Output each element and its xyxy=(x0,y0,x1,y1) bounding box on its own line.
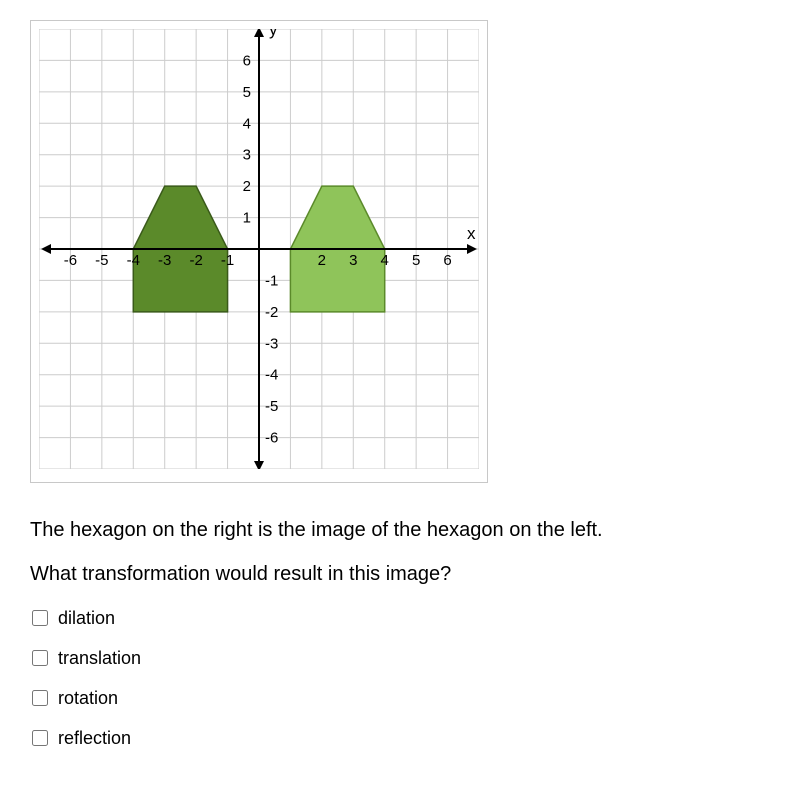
svg-text:-6: -6 xyxy=(265,430,278,447)
svg-text:-3: -3 xyxy=(158,252,171,269)
option-dilation: dilation xyxy=(30,607,770,629)
option-label: rotation xyxy=(58,688,118,709)
svg-text:6: 6 xyxy=(443,252,451,269)
question-line-1: The hexagon on the right is the image of… xyxy=(30,515,770,545)
option-reflection: reflection xyxy=(30,727,770,749)
option-label: dilation xyxy=(58,608,115,629)
svg-text:-6: -6 xyxy=(64,252,77,269)
checkbox-rotation[interactable] xyxy=(32,690,48,706)
option-label: reflection xyxy=(58,728,131,749)
svg-text:-1: -1 xyxy=(265,272,278,289)
svg-text:-2: -2 xyxy=(265,304,278,321)
coordinate-graph: -6 -5 -4 -3 -2 -1 2 3 4 5 6 1 2 3 4 5 6 -1 -2 -3 -4 -5 -6 x y xyxy=(30,20,488,483)
svg-text:5: 5 xyxy=(243,84,251,101)
svg-text:6: 6 xyxy=(243,52,251,69)
svg-text:-5: -5 xyxy=(265,398,278,415)
svg-text:x: x xyxy=(467,224,476,243)
svg-text:-2: -2 xyxy=(189,252,202,269)
svg-text:-4: -4 xyxy=(265,367,278,384)
svg-text:1: 1 xyxy=(243,210,251,227)
graph-svg: -6 -5 -4 -3 -2 -1 2 3 4 5 6 1 2 3 4 5 6 -1 -2 -3 -4 -5 -6 x y xyxy=(39,29,479,469)
svg-text:2: 2 xyxy=(318,252,326,269)
option-translation: translation xyxy=(30,647,770,669)
svg-text:y: y xyxy=(269,29,278,39)
svg-text:-3: -3 xyxy=(265,335,278,352)
svg-text:5: 5 xyxy=(412,252,420,269)
svg-text:-4: -4 xyxy=(127,252,140,269)
checkbox-reflection[interactable] xyxy=(32,730,48,746)
svg-text:3: 3 xyxy=(243,147,251,164)
options-list: dilation translation rotation reflection xyxy=(30,607,770,749)
checkbox-dilation[interactable] xyxy=(32,610,48,626)
svg-text:-1: -1 xyxy=(221,252,234,269)
option-rotation: rotation xyxy=(30,687,770,709)
checkbox-translation[interactable] xyxy=(32,650,48,666)
svg-text:4: 4 xyxy=(243,115,251,132)
svg-text:3: 3 xyxy=(349,252,357,269)
svg-text:4: 4 xyxy=(381,252,389,269)
svg-text:2: 2 xyxy=(243,178,251,195)
option-label: translation xyxy=(58,648,141,669)
question-line-2: What transformation would result in this… xyxy=(30,559,770,589)
svg-text:-5: -5 xyxy=(95,252,108,269)
